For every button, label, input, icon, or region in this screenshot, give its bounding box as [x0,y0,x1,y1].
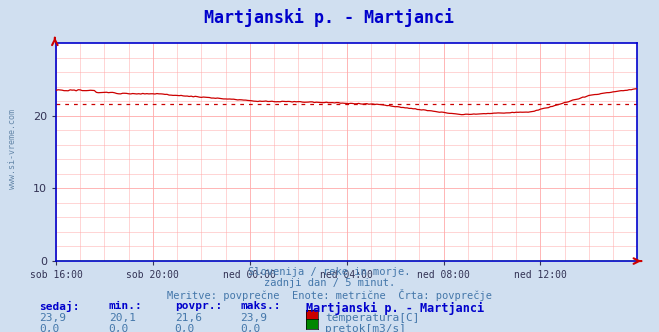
Text: Martjanski p. - Martjanci: Martjanski p. - Martjanci [204,8,455,27]
Text: 0,0: 0,0 [40,324,60,332]
Text: sedaj:: sedaj: [40,301,80,312]
Text: min.:: min.: [109,301,142,311]
Text: temperatura[C]: temperatura[C] [325,313,419,323]
Text: maks.:: maks.: [241,301,281,311]
Text: Meritve: povprečne  Enote: metrične  Črta: povprečje: Meritve: povprečne Enote: metrične Črta:… [167,289,492,301]
Text: 23,9: 23,9 [40,313,67,323]
Text: povpr.:: povpr.: [175,301,222,311]
Text: www.si-vreme.com: www.si-vreme.com [8,110,17,189]
Text: 0,0: 0,0 [241,324,261,332]
Text: 23,9: 23,9 [241,313,268,323]
Text: 21,6: 21,6 [175,313,202,323]
Text: 0,0: 0,0 [175,324,195,332]
Text: 0,0: 0,0 [109,324,129,332]
Text: Martjanski p. - Martjanci: Martjanski p. - Martjanci [306,301,484,314]
Text: Slovenija / reke in morje.: Slovenija / reke in morje. [248,267,411,277]
Text: pretok[m3/s]: pretok[m3/s] [325,324,406,332]
Text: 20,1: 20,1 [109,313,136,323]
Text: zadnji dan / 5 minut.: zadnji dan / 5 minut. [264,278,395,288]
